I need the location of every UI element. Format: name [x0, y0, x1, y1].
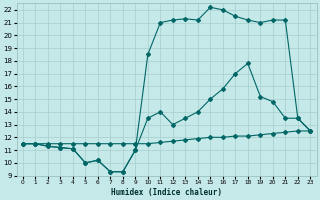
X-axis label: Humidex (Indice chaleur): Humidex (Indice chaleur): [111, 188, 222, 197]
